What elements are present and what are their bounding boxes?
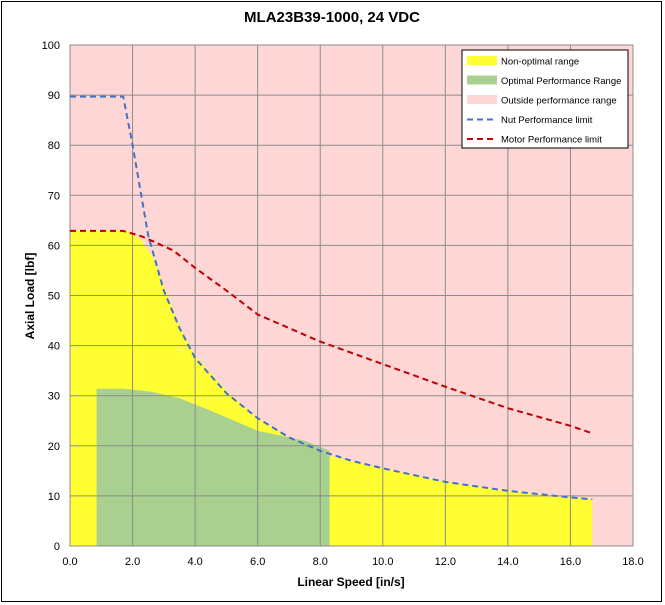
y-tick-label: 40 [48, 341, 60, 353]
y-tick-label: 80 [48, 140, 60, 152]
y-axis-title: Axial Load [lbf] [23, 253, 37, 340]
area-series-2 [96, 388, 330, 546]
x-tick-label: 0.0 [62, 556, 77, 568]
legend-swatch [467, 75, 497, 85]
line-series-2 [70, 229, 593, 435]
x-tick-label: 4.0 [187, 556, 202, 568]
legend-label: Outside performance range [501, 96, 617, 107]
y-tick-label: 30 [48, 391, 60, 403]
legend-label: Nut Performance limit [501, 115, 593, 126]
y-tick-label: 0 [54, 541, 60, 553]
chart-title: MLA23B39-1000, 24 VDC [244, 9, 420, 26]
y-tick-label: 90 [48, 90, 60, 102]
legend-box [461, 49, 629, 149]
y-tick-label: 70 [48, 190, 60, 202]
line-series-1 [70, 95, 593, 501]
y-tick-label: 100 [42, 40, 60, 52]
y-tick-label: 50 [48, 291, 60, 303]
chart-legend: Non-optimal range Optimal Performance Ran… [461, 49, 629, 149]
x-tick-label: 2.0 [125, 556, 140, 568]
y-tick-label: 10 [48, 491, 60, 503]
plot-border [69, 44, 634, 547]
legend-swatch [467, 95, 497, 104]
x-tick-label: 10.0 [372, 556, 393, 568]
x-tick-label: 18.0 [622, 556, 643, 568]
legend-swatch [467, 56, 497, 65]
x-tick-label: 12.0 [435, 556, 456, 568]
legend-label: Non-optimal range [501, 57, 579, 68]
x-tick-label: 14.0 [497, 556, 518, 568]
x-tick-label: 6.0 [250, 556, 265, 568]
y-tick-label: 20 [48, 441, 60, 453]
y-tick-label: 60 [48, 240, 60, 252]
x-tick-label: 16.0 [560, 556, 581, 568]
legend-label: Motor Performance limit [501, 135, 602, 146]
x-tick-label: 8.0 [313, 556, 328, 568]
x-axis-title: Linear Speed [in/s] [297, 575, 404, 589]
axis-ticks: 0.0 2.0 4.0 6.0 8.0 10.0 12.0 14.0 16.0 18.0 0 10 20… [42, 40, 644, 568]
legend-label: Optimal Performance Range [501, 76, 621, 87]
